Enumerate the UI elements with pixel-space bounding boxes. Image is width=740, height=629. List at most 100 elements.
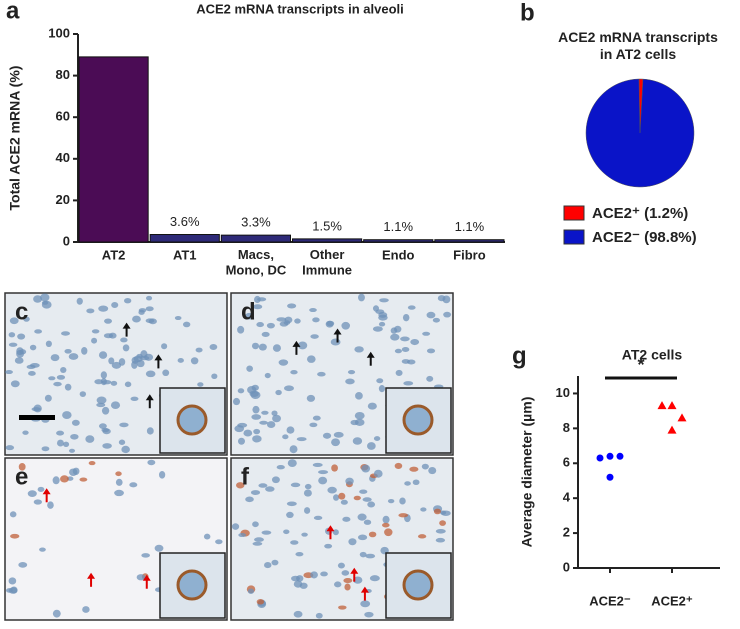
arrow-head	[87, 572, 96, 579]
nucleus	[60, 367, 67, 374]
nucleus	[324, 543, 333, 549]
value-label: 1.5%	[312, 218, 342, 233]
nucleus	[56, 374, 66, 380]
arrow-head	[366, 351, 375, 358]
arrow-head	[122, 322, 131, 329]
nucleus	[345, 477, 354, 485]
bar	[149, 234, 220, 243]
nucleus	[252, 541, 263, 546]
nucleus	[182, 321, 191, 328]
nucleus	[236, 482, 245, 489]
nucleus	[101, 427, 110, 433]
nucleus	[265, 486, 275, 492]
arrow-head	[360, 586, 369, 593]
nucleus	[111, 361, 122, 369]
nucleus	[359, 551, 367, 558]
panel-label: e	[15, 463, 28, 490]
nucleus	[115, 478, 123, 486]
nucleus	[71, 419, 80, 426]
nucleus	[8, 342, 18, 347]
y-tick-label: 0	[63, 233, 70, 248]
nucleus	[9, 317, 19, 325]
nucleus	[33, 499, 43, 505]
nucleus	[435, 537, 446, 543]
chart-title: ACE2 mRNA transcripts in AT2 cells	[558, 29, 718, 62]
nucleus	[114, 489, 124, 497]
nucleus	[60, 475, 69, 483]
panel-label: c	[15, 298, 28, 325]
data-point	[616, 452, 624, 460]
nucleus	[243, 429, 253, 437]
nucleus	[284, 385, 294, 392]
nucleus	[325, 320, 334, 328]
nucleus	[98, 305, 109, 312]
nucleus	[27, 490, 37, 497]
nucleus	[398, 513, 409, 518]
micrograph: c	[4, 292, 228, 456]
nucleus	[362, 497, 372, 502]
legend-swatch	[563, 205, 585, 221]
nucleus	[394, 348, 402, 354]
legend-swatch	[563, 229, 585, 245]
nucleus	[79, 477, 88, 482]
nucleus	[272, 344, 281, 352]
nucleus	[276, 317, 287, 322]
data-point	[657, 401, 667, 410]
nucleus	[293, 610, 303, 618]
nucleus	[287, 303, 297, 309]
nucleus	[369, 575, 380, 582]
nucleus	[372, 305, 380, 312]
nucleus	[258, 483, 268, 488]
nucleus	[91, 329, 100, 334]
nucleus	[122, 344, 130, 352]
nucleus	[312, 462, 323, 468]
nucleus	[272, 414, 281, 423]
nucleus	[249, 390, 259, 397]
data-point	[677, 413, 687, 422]
nucleus	[100, 378, 107, 386]
nucleus	[358, 293, 365, 302]
nucleus	[432, 317, 440, 323]
x-tick-label: ACE2⁺	[651, 593, 693, 608]
nucleus	[154, 544, 164, 552]
y-tick-label: 100	[48, 25, 70, 40]
micrograph: d	[230, 292, 454, 456]
nucleus	[232, 397, 241, 406]
nucleus	[410, 338, 420, 346]
nucleus	[138, 309, 145, 315]
nucleus	[289, 445, 298, 454]
y-tick-label: 2	[563, 525, 570, 540]
nucleus	[56, 430, 65, 436]
nucleus	[34, 329, 43, 334]
nucleus	[8, 332, 16, 338]
nucleus	[256, 322, 264, 328]
nucleus	[353, 576, 363, 584]
nucleus	[354, 418, 365, 426]
nucleus	[94, 379, 104, 385]
nucleus	[401, 347, 410, 353]
nucleus	[306, 355, 316, 363]
x-tick-label: Endo	[382, 247, 415, 262]
nucleus	[118, 439, 126, 445]
nucleus	[261, 530, 272, 535]
nucleus	[174, 316, 182, 321]
nucleus	[342, 516, 351, 522]
nucleus	[18, 562, 28, 568]
nucleus	[110, 380, 118, 386]
nucleus	[435, 528, 446, 534]
nucleus	[131, 360, 138, 369]
nucleus	[52, 609, 61, 618]
nucleus	[256, 599, 265, 605]
nucleus	[322, 432, 332, 439]
bar	[363, 239, 434, 243]
nucleus	[121, 445, 130, 454]
nucleus	[290, 540, 299, 545]
nucleus	[68, 353, 79, 360]
nucleus	[254, 537, 264, 542]
nucleus	[404, 481, 411, 486]
nucleus	[141, 553, 150, 558]
nucleus	[211, 373, 218, 380]
nucleus	[318, 470, 329, 475]
nucleus	[364, 611, 374, 618]
nucleus	[395, 369, 403, 377]
